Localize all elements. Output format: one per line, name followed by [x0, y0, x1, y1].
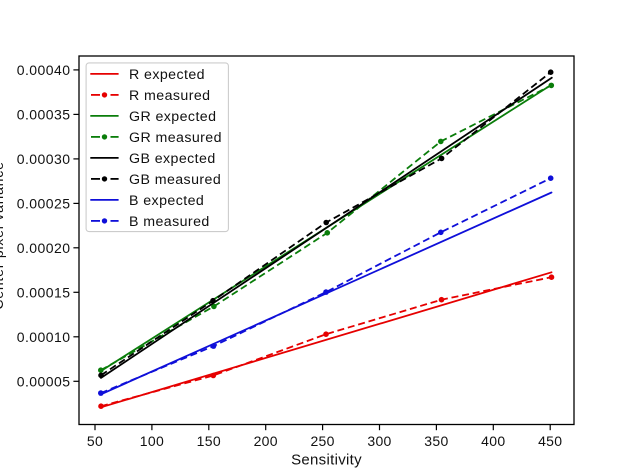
svg-text:0.00020: 0.00020: [17, 240, 71, 256]
svg-text:GB measured: GB measured: [129, 172, 221, 188]
svg-text:250: 250: [310, 433, 334, 449]
svg-text:150: 150: [197, 433, 221, 449]
svg-text:50: 50: [87, 433, 103, 449]
svg-text:0.00010: 0.00010: [17, 329, 71, 345]
svg-text:Sensitivity: Sensitivity: [291, 452, 362, 469]
svg-text:0.00035: 0.00035: [17, 107, 71, 123]
svg-text:R measured: R measured: [129, 88, 210, 104]
svg-text:Center pixel variance: Center pixel variance: [0, 161, 6, 309]
svg-text:0.00040: 0.00040: [17, 62, 71, 78]
svg-text:B measured: B measured: [129, 214, 210, 230]
svg-text:300: 300: [367, 433, 391, 449]
svg-text:GR expected: GR expected: [129, 109, 216, 125]
svg-text:R expected: R expected: [129, 67, 205, 83]
svg-text:0.00015: 0.00015: [17, 285, 71, 301]
svg-text:GB expected: GB expected: [129, 151, 216, 167]
svg-text:0.00005: 0.00005: [17, 374, 71, 390]
svg-text:200: 200: [254, 433, 278, 449]
svg-text:B expected: B expected: [129, 193, 204, 209]
svg-text:100: 100: [140, 433, 164, 449]
svg-text:0.00030: 0.00030: [17, 151, 71, 167]
svg-text:0.00025: 0.00025: [17, 196, 71, 212]
svg-text:350: 350: [424, 433, 448, 449]
svg-text:450: 450: [538, 433, 562, 449]
svg-text:GR measured: GR measured: [129, 130, 222, 146]
svg-text:400: 400: [481, 433, 505, 449]
